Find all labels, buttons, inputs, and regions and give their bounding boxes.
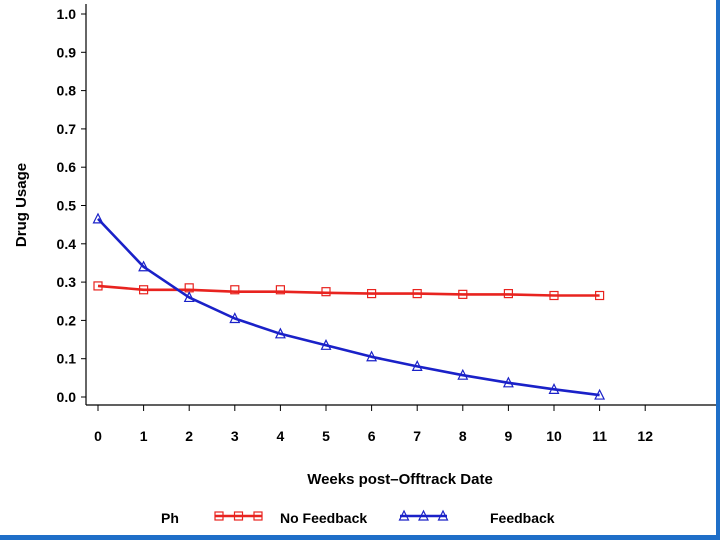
data-point-no-feedback	[230, 285, 240, 295]
data-point-feedback	[366, 350, 378, 362]
y-axis-label: Drug Usage	[13, 163, 30, 247]
y-tick-label: 0.5	[57, 198, 77, 214]
y-tick-label: 0.9	[57, 44, 77, 60]
data-point-no-feedback	[458, 289, 468, 299]
data-point-no-feedback	[275, 285, 285, 295]
data-point-feedback	[274, 327, 286, 339]
x-tick-label: 7	[413, 428, 421, 444]
data-point-feedback	[229, 312, 241, 324]
data-point-feedback	[548, 382, 560, 394]
legend-label-no-feedback: No Feedback	[280, 510, 367, 526]
legend-marker-feedback	[418, 509, 429, 521]
y-tick-label: 1.0	[57, 6, 77, 22]
legend-marker-no-feedback	[233, 511, 244, 521]
data-point-feedback	[138, 260, 150, 272]
data-point-feedback	[92, 212, 104, 224]
series-layer	[92, 212, 606, 400]
legend-marker-feedback	[437, 509, 449, 521]
x-tick-label: 12	[637, 428, 653, 444]
data-point-no-feedback	[139, 285, 149, 295]
series-line-feedback	[97, 218, 600, 397]
y-tick-label: 0.4	[57, 236, 77, 252]
x-tick-label: 3	[231, 428, 239, 444]
data-point-no-feedback	[412, 288, 422, 299]
legend-label-feedback: Feedback	[490, 510, 555, 526]
legend-title: Ph	[161, 510, 179, 526]
data-point-feedback	[411, 360, 423, 371]
data-point-no-feedback	[594, 290, 605, 301]
data-point-no-feedback	[367, 288, 377, 299]
x-axis-label: Weeks post–Offtrack Date	[307, 471, 493, 488]
series-line-no-feedback	[97, 284, 600, 297]
x-tick-label: 5	[322, 428, 330, 444]
slide-right-edge	[716, 0, 720, 540]
x-tick-label: 11	[592, 428, 607, 444]
x-tick-label: 8	[459, 428, 467, 444]
slide-bottom-edge	[0, 535, 720, 540]
x-tick-label: 10	[546, 428, 562, 444]
data-point-no-feedback	[321, 287, 331, 297]
data-point-feedback	[502, 376, 514, 388]
data-point-feedback	[183, 291, 195, 303]
x-tick-label: 4	[277, 428, 285, 444]
x-tick-label: 2	[185, 428, 193, 444]
x-tick-label: 0	[94, 428, 102, 444]
legend-marker-no-feedback	[214, 511, 224, 521]
y-tick-label: 0.0	[57, 389, 77, 405]
series-feedback	[92, 212, 606, 400]
legend-marker-no-feedback	[253, 511, 263, 521]
data-point-no-feedback	[93, 281, 103, 291]
x-tick-label: 9	[505, 428, 513, 444]
y-tick-label: 0.7	[57, 121, 77, 137]
y-tick-label: 0.2	[57, 312, 77, 328]
data-point-no-feedback	[549, 290, 559, 301]
x-tick-label: 1	[140, 428, 148, 444]
y-tick-label: 0.3	[57, 274, 77, 290]
legend-marker-feedback	[398, 509, 410, 521]
x-tick-label: 6	[368, 428, 376, 444]
data-point-feedback	[457, 368, 469, 380]
data-point-feedback	[594, 388, 606, 400]
y-tick-label: 0.6	[57, 159, 77, 175]
data-point-no-feedback	[503, 288, 513, 299]
axes: 0.00.10.20.30.40.50.60.70.80.91.00 1 2 3 4 5 6…	[57, 4, 716, 444]
y-tick-label: 0.8	[57, 83, 77, 99]
y-tick-label: 0.1	[57, 351, 77, 367]
data-point-feedback	[320, 338, 332, 350]
legend: Ph No Feedback Feedback	[161, 509, 555, 526]
series-no-feedback	[93, 281, 605, 301]
